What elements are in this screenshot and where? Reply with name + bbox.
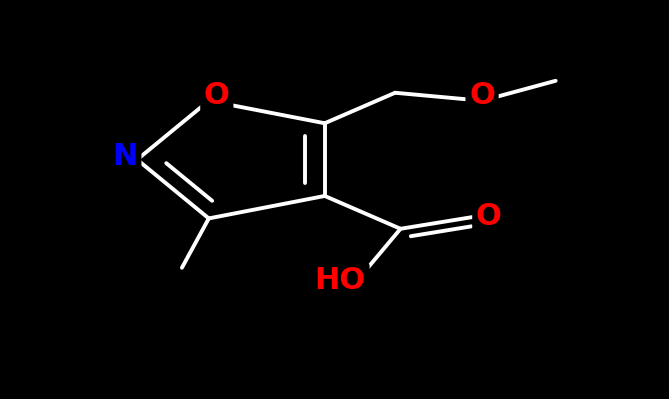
- Text: O: O: [469, 81, 495, 111]
- Text: HO: HO: [314, 266, 366, 295]
- Text: O: O: [204, 81, 229, 111]
- Text: N: N: [112, 142, 138, 171]
- Text: O: O: [476, 202, 502, 231]
